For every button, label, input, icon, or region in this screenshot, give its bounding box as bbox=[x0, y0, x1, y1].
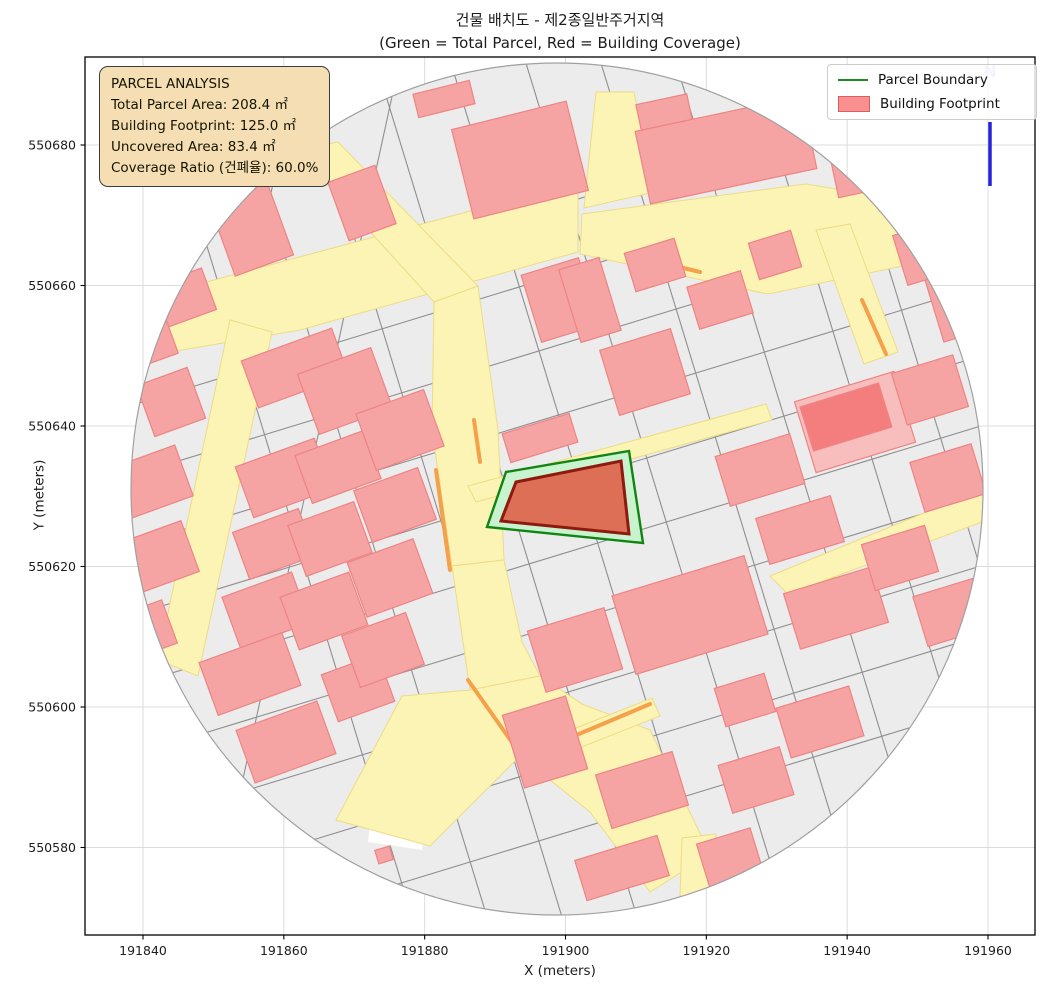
building-polygon bbox=[611, 554, 769, 676]
building-polygon bbox=[346, 538, 434, 618]
building-footprint-patch-swatch bbox=[838, 96, 870, 112]
building-polygon bbox=[412, 79, 476, 119]
building-polygon bbox=[713, 672, 777, 728]
building-polygon bbox=[860, 524, 940, 592]
building-polygon bbox=[558, 256, 622, 344]
legend-label: Building Footprint bbox=[880, 96, 1000, 112]
building-polygon bbox=[799, 382, 893, 452]
building-polygon bbox=[355, 388, 445, 472]
building-polygon bbox=[826, 125, 918, 199]
parcel-analysis-coverage: Coverage Ratio (건폐율): 60.0% bbox=[111, 160, 319, 176]
y-tick-label: 550620 bbox=[28, 559, 76, 574]
building-polygon bbox=[501, 695, 589, 789]
building-polygon bbox=[775, 685, 865, 759]
legend-label: Parcel Boundary bbox=[878, 72, 988, 88]
building-polygon bbox=[623, 237, 687, 293]
building-footprint-polygon bbox=[498, 459, 631, 536]
road-edge-accent bbox=[860, 298, 888, 356]
building-polygon bbox=[352, 466, 438, 544]
building-polygon bbox=[287, 500, 373, 578]
building-polygon bbox=[635, 93, 693, 131]
building-polygon bbox=[327, 164, 397, 242]
chart-title-line1: 건물 배치도 - 제2종일반주거지역 bbox=[455, 11, 665, 29]
x-tick-label: 191840 bbox=[119, 943, 167, 958]
y-tick-label: 550680 bbox=[28, 138, 76, 153]
y-tick-label: 550660 bbox=[28, 278, 76, 293]
building-polygon bbox=[450, 100, 590, 220]
x-tick-label: 191880 bbox=[401, 943, 449, 958]
y-tick-label: 550580 bbox=[28, 840, 76, 855]
legend: Parcel Boundary Building Footprint bbox=[827, 64, 1037, 120]
building-polygon bbox=[782, 566, 890, 650]
building-polygon bbox=[279, 571, 369, 651]
x-tick-label: 191920 bbox=[682, 943, 730, 958]
road-edge-accent bbox=[434, 468, 452, 572]
building-polygon bbox=[598, 327, 692, 417]
y-axis-label: Y (meters) bbox=[31, 459, 48, 531]
building-polygon bbox=[594, 750, 690, 830]
road-edge-accent bbox=[472, 418, 482, 464]
building-polygon bbox=[235, 700, 337, 784]
road-edge-accent bbox=[466, 678, 518, 750]
building-polygon bbox=[198, 631, 302, 717]
x-tick-label: 191860 bbox=[260, 943, 308, 958]
building-polygon bbox=[135, 366, 207, 438]
building-polygon bbox=[526, 606, 624, 694]
building-polygon bbox=[717, 745, 795, 815]
building-polygon bbox=[573, 834, 671, 902]
detached-building-polygon bbox=[374, 845, 394, 865]
building-polygon bbox=[754, 494, 846, 566]
building-polygon bbox=[501, 412, 579, 464]
map-extent-circle bbox=[130, 62, 984, 916]
building-polygon bbox=[131, 237, 161, 287]
y-tick-label: 550640 bbox=[28, 419, 76, 434]
x-tick-label: 191960 bbox=[964, 943, 1012, 958]
axes-spines bbox=[84, 56, 1036, 936]
building-polygon bbox=[890, 354, 970, 426]
building-polygon bbox=[714, 432, 806, 508]
chart-title: 건물 배치도 - 제2종일반주거지역 (Green = Total Parcel… bbox=[85, 9, 1035, 55]
legend-item-parcel-boundary: Parcel Boundary bbox=[838, 72, 1026, 88]
x-tick-label: 191940 bbox=[823, 943, 871, 958]
parcel-analysis-total-area: Total Parcel Area: 208.4 ㎡ bbox=[111, 97, 288, 113]
buildings-layer bbox=[131, 79, 983, 902]
map-clip-group bbox=[131, 63, 983, 915]
building-polygon bbox=[294, 429, 382, 505]
building-polygon bbox=[909, 443, 983, 513]
tick-marks-layer bbox=[80, 144, 989, 940]
y-axis-label-wrap: Y (meters) bbox=[4, 0, 75, 990]
parcel-line bbox=[131, 690, 983, 915]
legend-item-building-footprint: Building Footprint bbox=[838, 96, 1026, 112]
road-polygon bbox=[815, 223, 899, 365]
building-polygon bbox=[340, 611, 426, 689]
building-polygon bbox=[747, 229, 803, 281]
y-tick-label: 550600 bbox=[28, 700, 76, 715]
parcel-analysis-box: PARCEL ANALYSIS Total Parcel Area: 208.4… bbox=[99, 66, 331, 187]
parcel-boundary-line-swatch bbox=[838, 79, 868, 81]
building-polygon bbox=[634, 95, 818, 205]
parcel-analysis-uncovered: Uncovered Area: 83.4 ㎡ bbox=[111, 139, 276, 155]
road-polygon bbox=[451, 559, 541, 691]
parcel-analysis-footprint: Building Footprint: 125.0 ㎡ bbox=[111, 118, 297, 134]
parcel-analysis-title: PARCEL ANALYSIS bbox=[111, 76, 230, 92]
x-axis-label: X (meters) bbox=[524, 963, 596, 979]
chart-title-line2: (Green = Total Parcel, Red = Building Co… bbox=[379, 34, 741, 52]
x-tick-label: 191900 bbox=[542, 943, 590, 958]
building-polygon bbox=[686, 270, 754, 330]
